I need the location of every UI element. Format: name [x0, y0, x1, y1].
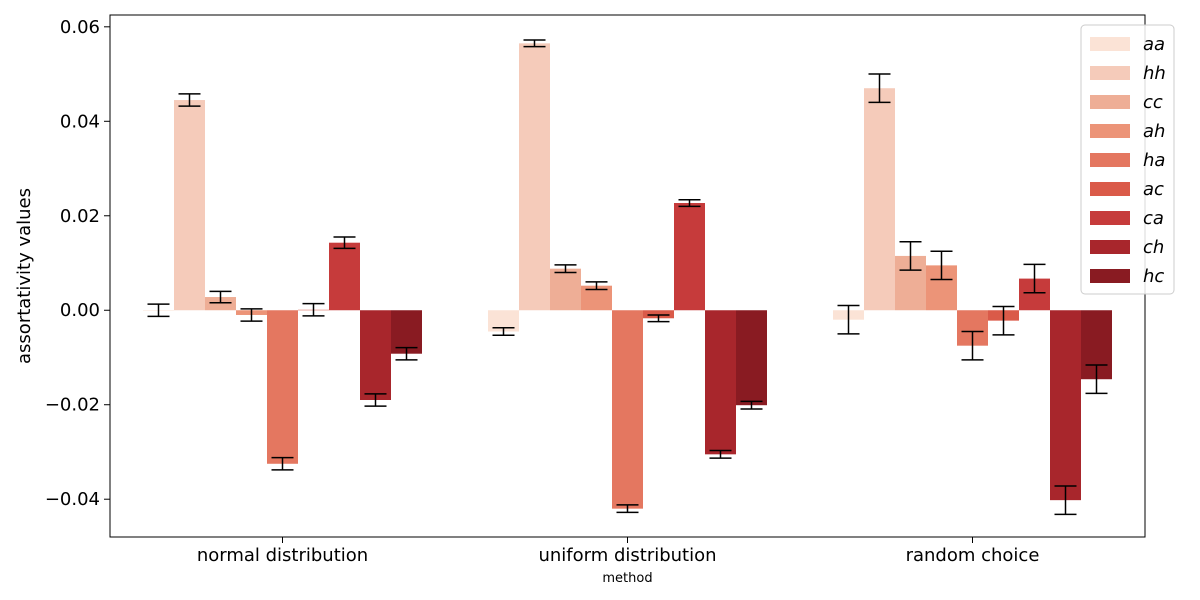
- y-tick-label: 0.06: [60, 17, 100, 38]
- legend: aa hh cc ah ha ac ca ch hc: [1080, 24, 1175, 295]
- legend-swatch-cc: [1090, 95, 1130, 109]
- legend-label-ah: ah: [1143, 121, 1165, 142]
- legend-swatch-ca: [1090, 211, 1130, 225]
- bar-cc-2: [550, 268, 581, 311]
- bar-cc-1: [205, 297, 236, 311]
- legend-swatch-hc: [1090, 269, 1130, 283]
- bar-ha-2: [612, 310, 643, 509]
- y-tick-label: 0.04: [60, 111, 100, 132]
- bar-ha-1: [267, 310, 298, 464]
- y-tick-label: −0.02: [45, 395, 100, 416]
- bar-aa-2: [488, 310, 519, 332]
- x-axis-label: method: [602, 571, 652, 586]
- legend-label-aa: aa: [1143, 34, 1165, 55]
- y-axis-label: assortativity values: [14, 188, 35, 364]
- y-axis: −0.04 −0.02 0.00 0.02 0.04 0.06: [45, 17, 110, 510]
- bar-hc-1: [391, 310, 422, 354]
- legend-swatch-ha: [1090, 153, 1130, 167]
- bar-hh-1: [174, 100, 205, 311]
- x-tick-label: random choice: [906, 545, 1040, 566]
- y-tick-label: 0.02: [60, 206, 100, 227]
- bar-ch-2: [705, 310, 736, 455]
- legend-label-ch: ch: [1143, 237, 1164, 258]
- bar-hh-2: [519, 43, 550, 311]
- legend-label-ha: ha: [1143, 150, 1165, 171]
- legend-label-ca: ca: [1143, 208, 1164, 229]
- errorbars-layer: [147, 39, 1108, 516]
- bar-hc-2: [736, 310, 767, 406]
- bar-ch-1: [360, 310, 391, 401]
- bar-ca-2: [674, 203, 705, 311]
- bar-hh-3: [864, 88, 895, 311]
- x-tick-label: uniform distribution: [538, 545, 716, 566]
- legend-label-hh: hh: [1143, 63, 1166, 84]
- x-axis: normal distribution uniform distribution r…: [197, 537, 1040, 566]
- legend-swatch-hh: [1090, 66, 1130, 80]
- legend-swatch-ah: [1090, 124, 1130, 138]
- legend-swatch-ac: [1090, 182, 1130, 196]
- bar-ca-1: [329, 242, 360, 311]
- bar-ch-3: [1050, 310, 1081, 501]
- x-tick-label: normal distribution: [197, 545, 368, 566]
- legend-swatch-ch: [1090, 240, 1130, 254]
- legend-label-cc: cc: [1143, 92, 1163, 113]
- y-tick-label: −0.04: [45, 489, 100, 510]
- bars-layer: [143, 43, 1112, 509]
- legend-label-hc: hc: [1143, 266, 1164, 287]
- legend-swatch-aa: [1090, 37, 1130, 51]
- y-tick-label: 0.00: [60, 300, 100, 321]
- legend-label-ac: ac: [1143, 179, 1164, 200]
